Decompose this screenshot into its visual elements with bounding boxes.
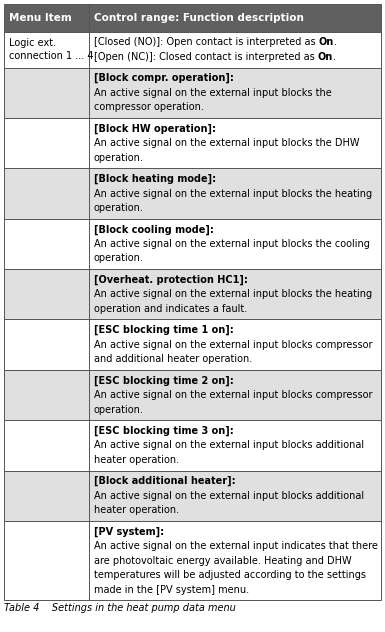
Text: An active signal on the external input blocks compressor: An active signal on the external input b… <box>94 390 372 400</box>
Text: compressor operation.: compressor operation. <box>94 102 204 112</box>
Text: An active signal on the external input blocks the heating: An active signal on the external input b… <box>94 289 372 300</box>
Text: An active signal on the external input blocks the cooling: An active signal on the external input b… <box>94 239 370 249</box>
Text: operation and indicates a fault.: operation and indicates a fault. <box>94 304 247 313</box>
Bar <box>4 521 381 600</box>
Text: An active signal on the external input blocks compressor: An active signal on the external input b… <box>94 339 372 349</box>
Bar <box>4 319 381 370</box>
Text: [ESC blocking time 3 on]:: [ESC blocking time 3 on]: <box>94 426 234 436</box>
Bar <box>4 370 381 420</box>
Text: An active signal on the external input blocks additional: An active signal on the external input b… <box>94 491 364 501</box>
Text: heater operation.: heater operation. <box>94 455 179 465</box>
Text: [ESC blocking time 2 on]:: [ESC blocking time 2 on]: <box>94 375 234 386</box>
Text: [Overheat. protection HC1]:: [Overheat. protection HC1]: <box>94 275 248 285</box>
Text: operation.: operation. <box>94 203 144 213</box>
Text: [ESC blocking time 1 on]:: [ESC blocking time 1 on]: <box>94 325 234 336</box>
Text: Menu Item: Menu Item <box>9 13 72 23</box>
Text: An active signal on the external input indicates that there: An active signal on the external input i… <box>94 541 378 551</box>
Text: [Closed (NO)]: Open contact is interpreted as: [Closed (NO)]: Open contact is interpret… <box>94 37 318 47</box>
Bar <box>4 269 381 319</box>
Text: .: . <box>334 37 337 47</box>
Text: are photovoltaic energy available. Heating and DHW: are photovoltaic energy available. Heati… <box>94 556 352 566</box>
Bar <box>4 32 381 68</box>
Text: Control range: Function description: Control range: Function description <box>94 13 304 23</box>
Text: temperatures will be adjusted according to the settings: temperatures will be adjusted according … <box>94 570 366 580</box>
Text: [Block heating mode]:: [Block heating mode]: <box>94 174 216 184</box>
Text: On: On <box>318 52 333 62</box>
Text: operation.: operation. <box>94 153 144 162</box>
Text: An active signal on the external input blocks additional: An active signal on the external input b… <box>94 441 364 451</box>
Text: and additional heater operation.: and additional heater operation. <box>94 354 252 364</box>
Bar <box>4 471 381 521</box>
Text: [Open (NC)]: Closed contact is interpreted as: [Open (NC)]: Closed contact is interpret… <box>94 52 318 62</box>
Text: operation.: operation. <box>94 253 144 264</box>
Bar <box>4 4 381 32</box>
Text: An active signal on the external input blocks the: An active signal on the external input b… <box>94 88 331 98</box>
Text: [Block HW operation]:: [Block HW operation]: <box>94 123 216 134</box>
Text: [Block cooling mode]:: [Block cooling mode]: <box>94 224 214 234</box>
Text: Logic ext.
connection 1 ... 4: Logic ext. connection 1 ... 4 <box>9 38 94 61</box>
Text: On: On <box>318 37 334 47</box>
Text: [Block additional heater]:: [Block additional heater]: <box>94 476 236 487</box>
Bar <box>4 168 381 219</box>
Text: Table 4    Settings in the heat pump data menu: Table 4 Settings in the heat pump data m… <box>4 604 236 613</box>
Bar <box>4 420 381 471</box>
Text: made in the [PV system] menu.: made in the [PV system] menu. <box>94 585 249 595</box>
Bar <box>4 118 381 168</box>
Text: An active signal on the external input blocks the heating: An active signal on the external input b… <box>94 188 372 198</box>
Bar <box>4 68 381 118</box>
Text: [PV system]:: [PV system]: <box>94 526 164 537</box>
Text: An active signal on the external input blocks the DHW: An active signal on the external input b… <box>94 138 359 148</box>
Text: [Block compr. operation]:: [Block compr. operation]: <box>94 73 234 83</box>
Text: heater operation.: heater operation. <box>94 505 179 515</box>
Text: .: . <box>333 52 336 62</box>
Text: operation.: operation. <box>94 404 144 415</box>
Bar <box>4 219 381 269</box>
